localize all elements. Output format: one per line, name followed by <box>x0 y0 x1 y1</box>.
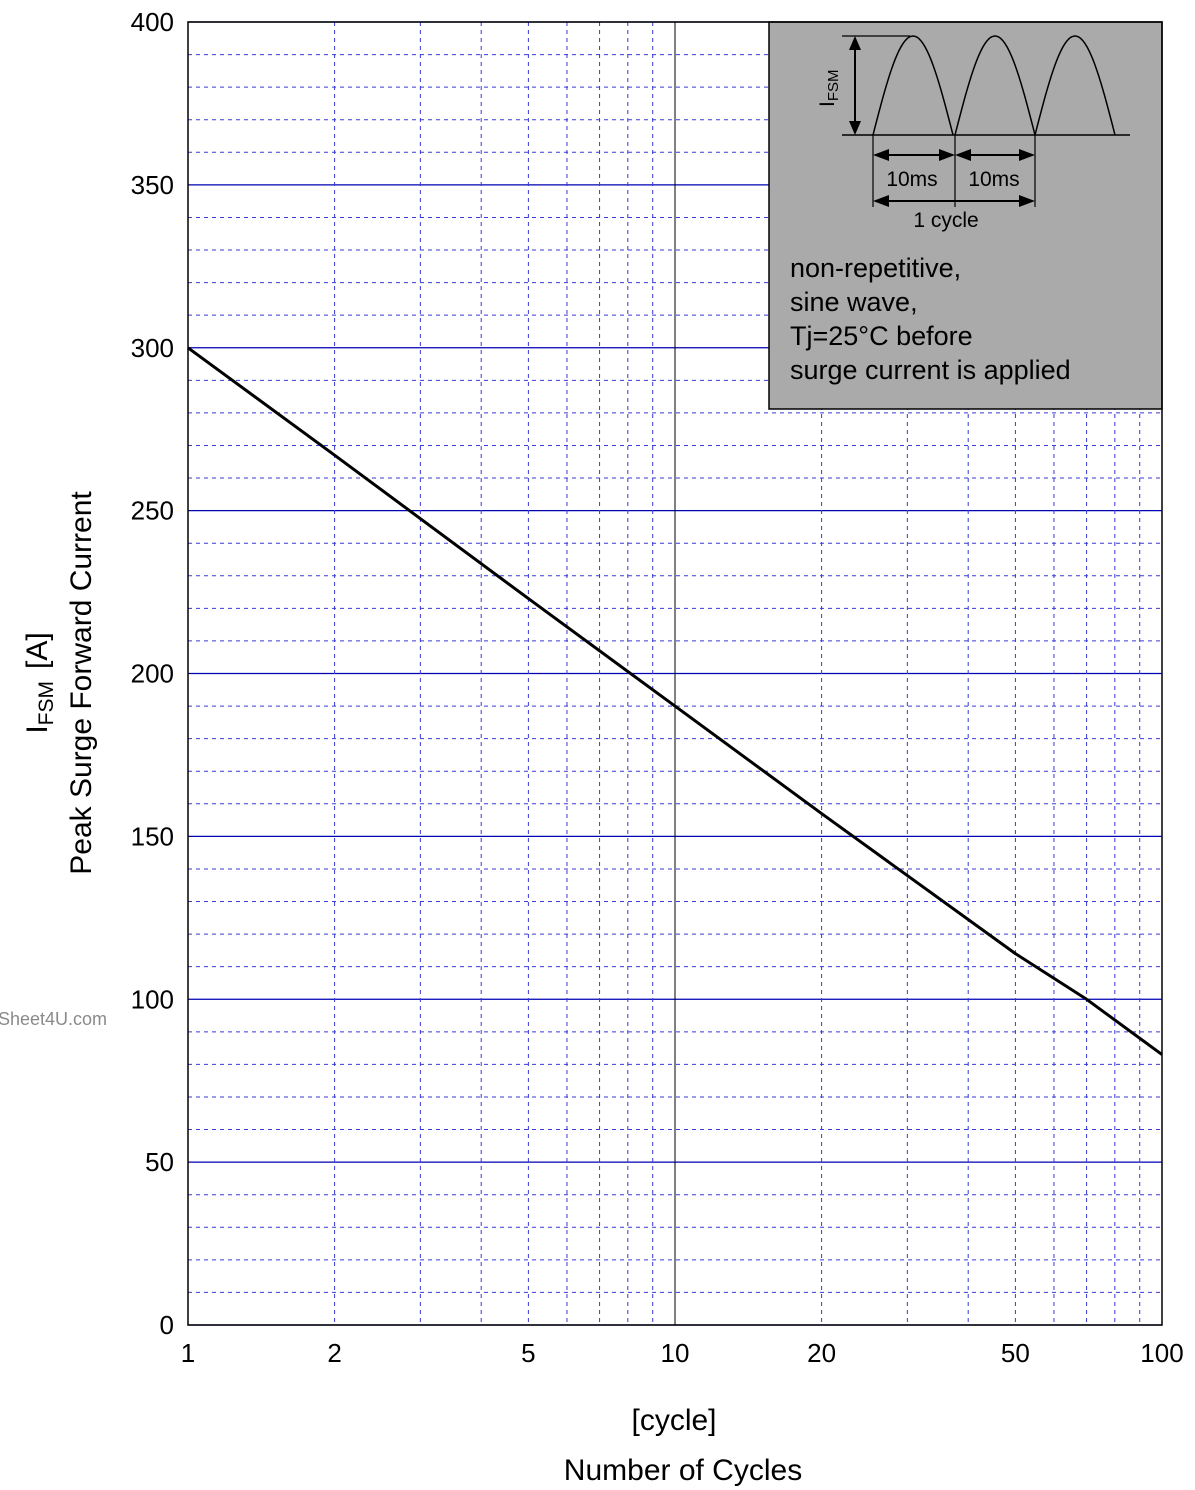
waveform-inset: IFSM 10ms 10ms 1 cycle non-repetitive, sine w… <box>768 21 1163 410</box>
y-tick-label: 400 <box>131 7 174 37</box>
inset-note-line: surge current is applied <box>790 355 1071 385</box>
series-line <box>187 346 1163 1056</box>
inset-ifsm-label: IFSM <box>816 69 842 107</box>
watermark-text: Sheet4U.com <box>0 1009 107 1029</box>
half-period-label: 10ms <box>886 168 937 191</box>
x-tick-label: 1 <box>181 1338 195 1368</box>
inset-ifsm-symbol: I <box>816 101 839 107</box>
y-tick-label: 350 <box>131 170 174 200</box>
series-layer <box>187 346 1163 1056</box>
sine-waveform <box>872 35 1116 136</box>
half-period-label: 10ms <box>968 168 1019 191</box>
x-tick-label: 100 <box>1140 1338 1183 1368</box>
x-axis-unit: [cycle] <box>631 1404 716 1437</box>
x-tick-label: 10 <box>661 1338 690 1368</box>
inset-note-line: Tj=25°C before <box>790 321 973 351</box>
y-axis-unit: [A] <box>21 632 54 669</box>
y-axis-title: IFSM [A] <box>21 632 58 733</box>
plot-frame <box>187 21 1163 1326</box>
inset-ifsm-subscript: FSM <box>825 69 842 101</box>
x-tick-label: 50 <box>1001 1338 1030 1368</box>
x-tick-label: 5 <box>521 1338 535 1368</box>
y-tick-label: 150 <box>131 821 174 851</box>
cycle-label: 1 cycle <box>913 209 978 232</box>
y-tick-label: 100 <box>131 984 174 1014</box>
x-tick-label: 20 <box>807 1338 836 1368</box>
y-axis-subscript: FSM <box>35 681 58 725</box>
x-tick-label: 2 <box>327 1338 341 1368</box>
half-period-arrow-2-heads <box>955 149 1035 161</box>
y-tick-label: 50 <box>145 1147 174 1177</box>
y-tick-label: 250 <box>131 496 174 526</box>
tick-labels: 1 2 5 10 20 50 100 0 50 100 150 200 250 300 350 400 <box>131 7 1184 1368</box>
y-tick-label: 300 <box>131 333 174 363</box>
y-tick-label: 0 <box>160 1310 174 1340</box>
x-axis-name: Number of Cycles <box>564 1454 802 1487</box>
y-tick-label: 200 <box>131 659 174 689</box>
inset-note-line: non-repetitive, <box>790 253 961 283</box>
y-axis-name: Peak Surge Forward Current <box>65 491 98 875</box>
y-axis-symbol: I <box>21 725 54 733</box>
inset-note-line: sine wave, <box>790 287 918 317</box>
